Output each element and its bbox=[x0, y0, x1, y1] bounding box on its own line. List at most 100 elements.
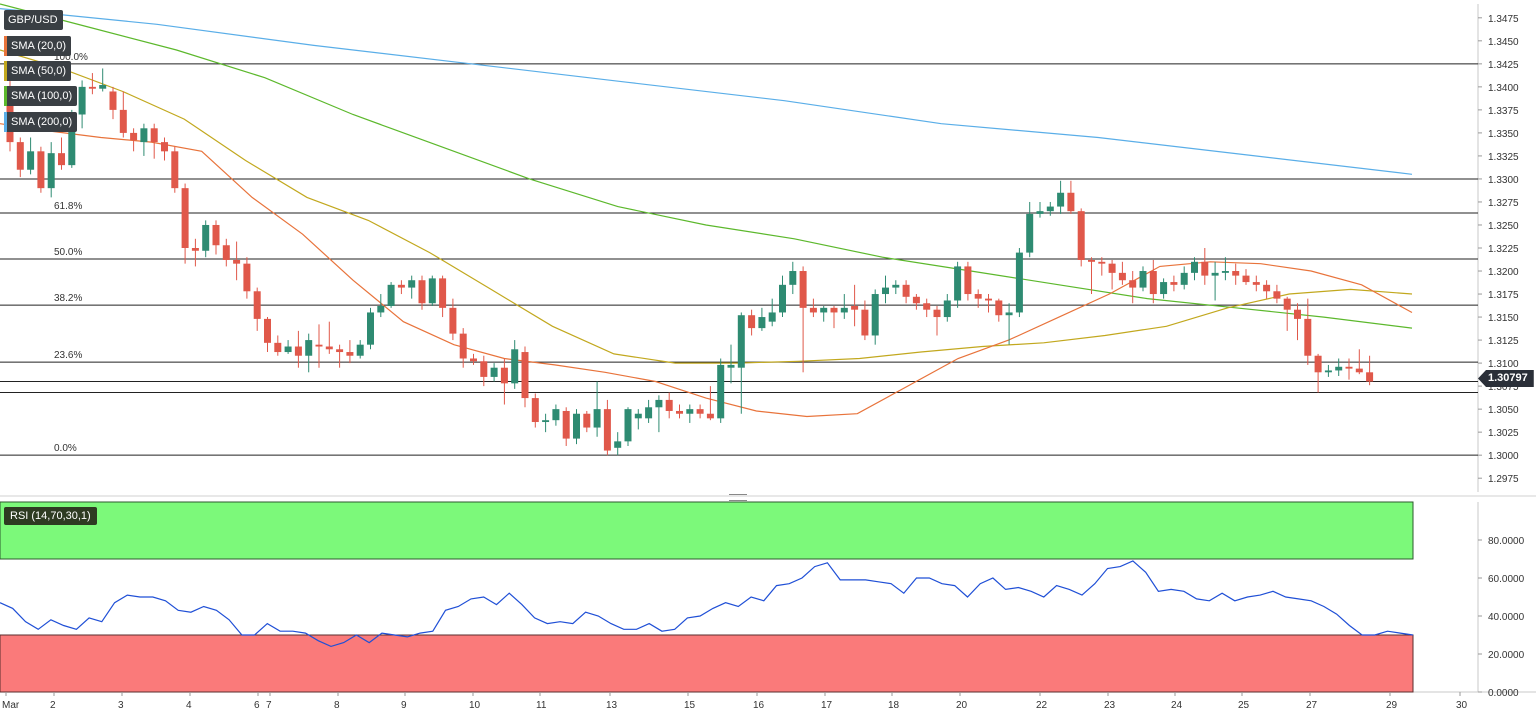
candle-body bbox=[202, 224, 210, 251]
candle-body bbox=[882, 287, 889, 295]
candle-body bbox=[315, 344, 323, 347]
candle-body bbox=[1036, 211, 1044, 214]
candle-body bbox=[727, 364, 735, 368]
candle-body bbox=[1129, 280, 1137, 288]
time-tick-label: 13 bbox=[606, 700, 618, 711]
candle-body bbox=[500, 367, 508, 384]
candle-body bbox=[871, 294, 879, 336]
candle-body bbox=[1242, 275, 1250, 283]
candle-body bbox=[933, 309, 941, 318]
time-tick-label: 16 bbox=[753, 700, 765, 711]
candle-body bbox=[1005, 312, 1013, 316]
rsi-tick-label: 20.0000 bbox=[1488, 650, 1525, 661]
candle-body bbox=[1026, 213, 1034, 253]
candle-body bbox=[480, 361, 488, 377]
candle-body bbox=[1263, 284, 1271, 292]
rsi-legend[interactable]: RSI (14,70,30,1) bbox=[4, 507, 97, 525]
price-tick-label: 1.3150 bbox=[1488, 313, 1519, 324]
legend-sma20[interactable]: SMA (20,0) bbox=[4, 36, 72, 56]
candle-body bbox=[737, 315, 745, 368]
candle-body bbox=[367, 312, 374, 345]
price-tick-label: 1.3175 bbox=[1488, 290, 1519, 301]
price-tick-label: 1.3400 bbox=[1488, 83, 1519, 94]
rsi-tick-label: 80.0000 bbox=[1488, 536, 1525, 547]
price-tick-label: 1.3075 bbox=[1488, 382, 1519, 393]
candle-body bbox=[974, 294, 982, 299]
legend-symbol-label: GBP/USD bbox=[8, 14, 58, 26]
candle-body bbox=[1088, 259, 1095, 262]
time-tick-label: 20 bbox=[956, 700, 968, 711]
candle-body bbox=[861, 309, 869, 336]
price-tick-label: 1.3000 bbox=[1488, 451, 1519, 462]
legend-sma50[interactable]: SMA (50,0) bbox=[4, 61, 72, 81]
rsi-overbought-zone bbox=[0, 501, 1414, 560]
candle-body bbox=[603, 409, 611, 451]
time-tick-label: 29 bbox=[1386, 700, 1398, 711]
candle-body bbox=[439, 278, 447, 308]
candle-body bbox=[830, 307, 838, 313]
price-tick-label: 1.3200 bbox=[1488, 267, 1519, 278]
legend-sma200[interactable]: SMA (200,0) bbox=[4, 112, 78, 132]
price-tick-label: 1.3250 bbox=[1488, 221, 1519, 232]
panel-resize-handle[interactable] bbox=[729, 494, 747, 501]
time-tick-label: 6 bbox=[254, 700, 260, 711]
candle-body bbox=[593, 409, 601, 428]
price-tick-label: 1.3375 bbox=[1488, 106, 1519, 117]
time-tick-label: 15 bbox=[684, 700, 696, 711]
price-tick-label: 1.3350 bbox=[1488, 129, 1519, 140]
legend-sma100-swatch bbox=[4, 86, 7, 106]
candle-body bbox=[1324, 370, 1332, 373]
candle-body bbox=[264, 318, 271, 343]
candle-body bbox=[511, 349, 519, 384]
price-tick-label: 1.3425 bbox=[1488, 60, 1519, 71]
time-tick-label: Mar bbox=[2, 700, 20, 711]
candle-body bbox=[171, 151, 179, 189]
time-tick-label: 4 bbox=[186, 700, 192, 711]
candle-body bbox=[1046, 206, 1054, 212]
candle-body bbox=[336, 349, 344, 353]
time-tick-label: 17 bbox=[821, 700, 833, 711]
legend-sma100[interactable]: SMA (100,0) bbox=[4, 86, 78, 106]
candle-body bbox=[1057, 192, 1065, 207]
candle-body bbox=[305, 340, 313, 356]
candle-body bbox=[119, 109, 127, 133]
candle-body bbox=[140, 128, 148, 143]
time-tick-label: 7 bbox=[266, 700, 272, 711]
legend-sma100-label: SMA (100,0) bbox=[11, 90, 73, 102]
candle-body bbox=[1221, 271, 1229, 273]
candle-body bbox=[799, 271, 807, 308]
price-tick-label: 1.3225 bbox=[1488, 244, 1519, 255]
candle-body bbox=[779, 284, 786, 313]
candle-body bbox=[387, 284, 395, 307]
legend-symbol[interactable]: GBP/USD bbox=[4, 10, 63, 30]
candle-body bbox=[58, 153, 65, 166]
fibonacci-label: 61.8% bbox=[54, 201, 82, 212]
candle-body bbox=[284, 346, 292, 353]
candle-body bbox=[542, 420, 550, 423]
candle-body bbox=[954, 266, 962, 301]
time-tick-label: 25 bbox=[1238, 700, 1250, 711]
candle-body bbox=[78, 86, 86, 115]
price-tick-label: 1.3125 bbox=[1488, 336, 1519, 347]
candle-body bbox=[1108, 263, 1116, 273]
candle-body bbox=[428, 278, 436, 304]
time-tick-label: 27 bbox=[1306, 700, 1318, 711]
candle-body bbox=[161, 142, 168, 152]
candle-body bbox=[212, 224, 220, 246]
candle-body bbox=[789, 271, 797, 285]
candle-body bbox=[1098, 261, 1106, 264]
candle-body bbox=[573, 413, 580, 439]
candle-body bbox=[1314, 355, 1322, 373]
candle-body bbox=[686, 409, 694, 414]
rsi-tick-label: 60.0000 bbox=[1488, 574, 1525, 585]
candle-body bbox=[1345, 366, 1353, 369]
candle-body bbox=[490, 367, 498, 377]
price-tick-label: 1.3475 bbox=[1488, 14, 1519, 25]
candle-body bbox=[851, 306, 859, 310]
fibonacci-label: 38.2% bbox=[54, 293, 82, 304]
candle-body bbox=[1077, 211, 1085, 260]
candle-body bbox=[902, 284, 910, 297]
candle-body bbox=[470, 358, 477, 362]
candle-body bbox=[665, 399, 673, 411]
